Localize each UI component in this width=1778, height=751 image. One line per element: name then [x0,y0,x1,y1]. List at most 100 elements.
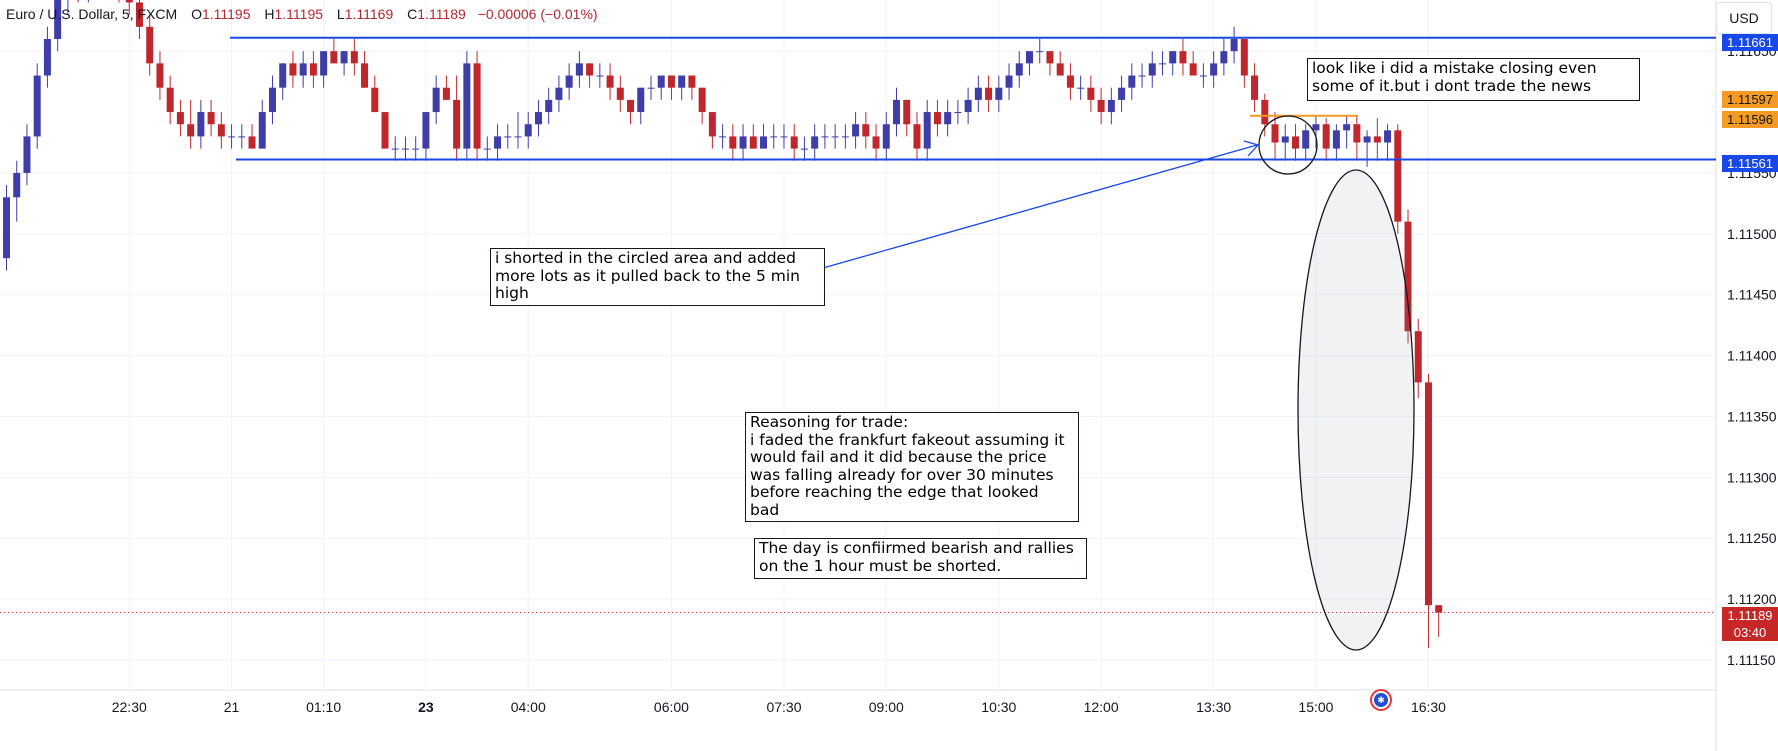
candle [647,75,655,100]
candle-body [135,2,143,27]
note-reasoning[interactable]: Reasoning for trade: i faded the frankfu… [745,412,1079,522]
open-label: O [191,6,202,22]
candle-body [463,63,471,149]
candle [903,99,911,137]
candle-body [555,87,563,100]
note-mistake[interactable]: look like i did a mistake closing even s… [1307,58,1640,101]
candle [780,124,788,149]
candle [852,112,860,149]
candle [1036,39,1044,64]
price-axis[interactable]: 1.116501.115501.115001.114501.114001.113… [1727,43,1777,668]
candle-body [1435,605,1443,613]
symbol-name[interactable]: Euro / U.S. Dollar, 5, FXCM [6,6,178,22]
candle-body [33,75,41,137]
candle [289,51,297,88]
price-tick-label: 1.11250 [1727,530,1777,546]
candle-body [534,112,542,125]
candle [790,124,798,161]
candle-body [852,124,860,137]
candle [1189,51,1197,76]
price-tick-label: 1.11150 [1727,652,1776,668]
time-tick-label: 06:00 [654,699,689,715]
candle [43,26,51,88]
candle [811,124,819,161]
candle-body [1005,75,1013,88]
entry-circle [1258,115,1318,175]
candle-body [923,112,931,149]
candle-body [258,112,266,149]
candle [698,87,706,125]
candle-body [1179,51,1187,64]
candle-body [770,136,778,138]
candle [1343,115,1351,149]
candle-body [1414,331,1422,383]
candle [473,51,481,161]
candle [923,99,931,161]
open-value: 1.11195 [201,6,251,22]
candle [118,0,120,3]
candle-body [1210,63,1218,76]
economic-event-icon[interactable]: ✱ [1370,689,1392,711]
candle-body [1118,87,1126,100]
candle [514,112,522,149]
candle [54,0,62,52]
candle [729,124,737,161]
time-axis[interactable]: 22:30 21 01:10 23 04:00 06:00 07:30 09:00 10:30 1… [112,699,1446,715]
candle [1056,51,1064,76]
candle [1015,51,1023,88]
candle-body [197,112,205,137]
note-bias[interactable]: The day is confiirmed bearish and rallie… [754,538,1087,579]
candle [258,99,266,149]
candle-body [882,124,890,149]
candle-body [504,136,512,138]
candle [1148,51,1156,88]
candle-body [749,136,757,149]
candles [3,0,1443,648]
currency-button[interactable]: USD [1716,2,1772,34]
time-tick-label: 09:00 [869,699,904,715]
candle [1107,87,1115,125]
entry-arrow-line [822,144,1258,269]
candle [1087,75,1095,113]
candle [1230,26,1238,64]
candle [637,87,645,125]
candle-body [1077,87,1085,89]
candle-body [1373,136,1381,143]
candle-body [1097,99,1105,113]
candle-body [1363,136,1371,143]
candle [575,51,583,88]
orange-high-price-badge: 1.11597 [1722,91,1778,108]
candle-body [442,87,450,100]
candle [882,112,890,161]
candle [1414,319,1422,399]
candle-body [483,148,491,150]
candle-body [1148,63,1156,76]
candle [954,99,962,125]
candle [463,51,471,161]
candle-body [299,63,307,76]
candle-body [156,63,164,88]
price-tick-label: 1.11400 [1727,348,1777,364]
candle-body [985,87,993,100]
candle [1026,51,1033,76]
candle [156,51,164,100]
candle-body [146,26,154,64]
candle [627,99,635,125]
candle-body [698,87,706,113]
candle [616,75,624,113]
candle [1281,124,1289,161]
price-tick-label: 1.11300 [1727,469,1777,485]
candle-body [667,75,675,88]
candle-body [964,99,972,113]
candle-body [903,99,911,125]
candle [893,87,901,137]
candle [1005,63,1013,100]
candle-body [974,87,982,100]
candle-body [1046,51,1054,64]
candle-body [1312,124,1320,131]
candle [524,112,532,149]
note-entry[interactable]: i shorted in the circled area and added … [490,248,825,306]
candle-body [1384,130,1392,143]
candle-body [872,136,880,149]
